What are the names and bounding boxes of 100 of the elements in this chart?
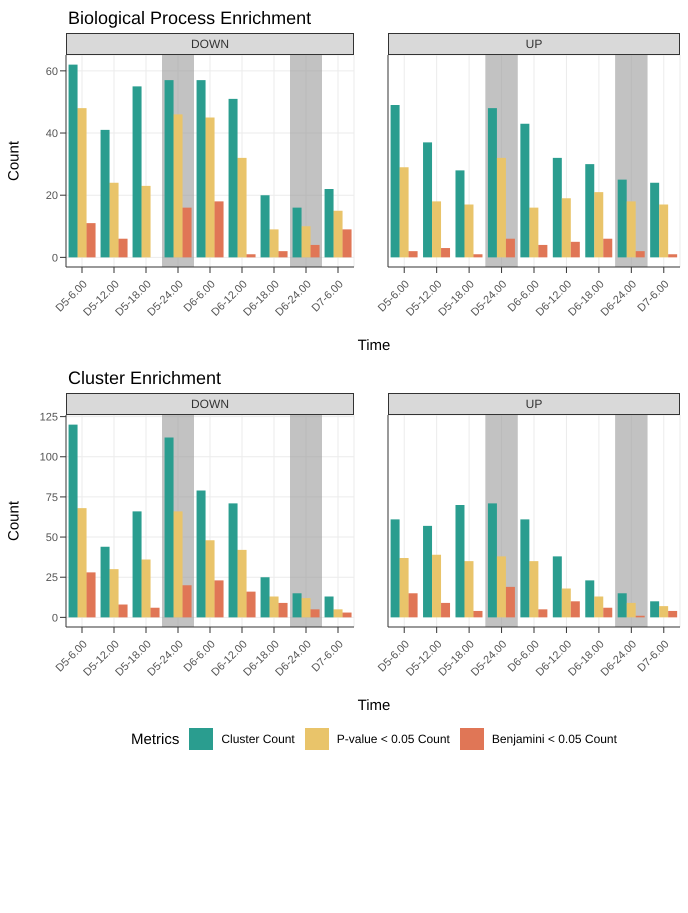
bar xyxy=(132,86,142,258)
bar xyxy=(214,580,224,618)
bar xyxy=(626,602,636,618)
legend-label: Cluster Count xyxy=(221,732,295,746)
bar xyxy=(164,80,174,258)
bar xyxy=(100,130,110,258)
bar xyxy=(324,596,334,618)
y-axis-title: Count xyxy=(5,500,22,542)
bar xyxy=(390,519,400,618)
y-tick-label: 20 xyxy=(46,190,58,202)
bar xyxy=(520,124,530,258)
y-tick-label: 125 xyxy=(40,412,58,424)
bar xyxy=(196,80,206,258)
bar xyxy=(538,609,548,618)
bar xyxy=(142,560,151,618)
bar xyxy=(668,610,678,618)
bar xyxy=(594,192,604,258)
bar xyxy=(246,254,256,258)
bar xyxy=(529,561,538,618)
bar xyxy=(260,195,270,258)
bar xyxy=(506,586,515,618)
bar xyxy=(214,201,224,258)
bar xyxy=(206,540,215,618)
y-tick-label: 75 xyxy=(46,492,58,504)
bar xyxy=(488,108,497,258)
bar xyxy=(270,596,279,618)
bar xyxy=(455,170,464,258)
y-tick-label: 50 xyxy=(46,532,58,544)
bar xyxy=(118,604,128,618)
bar xyxy=(400,558,409,618)
bar xyxy=(150,608,160,618)
chart-title: Biological Process Enrichment xyxy=(68,8,312,29)
bar xyxy=(423,526,432,618)
bar xyxy=(650,182,660,258)
bar xyxy=(164,437,174,618)
bar xyxy=(441,602,450,618)
bar xyxy=(520,519,530,618)
bar xyxy=(603,238,612,258)
bar xyxy=(174,114,183,258)
x-axis-title: Time xyxy=(356,337,392,354)
bar xyxy=(636,251,645,258)
bar xyxy=(506,238,515,258)
bar xyxy=(659,204,668,258)
y-tick-label: 60 xyxy=(46,66,58,78)
bar xyxy=(292,208,302,258)
bar xyxy=(496,556,506,618)
bar xyxy=(603,608,612,618)
bar xyxy=(464,204,474,258)
bar xyxy=(585,164,594,258)
bar xyxy=(400,167,409,258)
bar xyxy=(118,238,128,258)
bar xyxy=(302,226,311,258)
bar xyxy=(260,577,270,618)
bar xyxy=(668,254,678,258)
bar xyxy=(488,503,497,618)
bar xyxy=(174,511,183,618)
bar xyxy=(86,223,96,258)
bar xyxy=(182,208,192,258)
bar xyxy=(594,596,604,618)
y-tick-label: 40 xyxy=(46,128,58,140)
chart-title: Cluster Enrichment xyxy=(68,368,222,389)
bar xyxy=(278,251,288,258)
bar xyxy=(423,142,432,258)
bar xyxy=(334,609,343,618)
bar xyxy=(132,511,142,618)
y-tick-label: 25 xyxy=(46,572,58,584)
bar xyxy=(246,592,256,618)
chart-subtitle: DOWN xyxy=(66,393,354,415)
bar xyxy=(650,601,660,618)
bar xyxy=(464,561,474,618)
bar xyxy=(390,105,400,258)
y-tick-label: 0 xyxy=(52,612,58,624)
chart-subtitle: DOWN xyxy=(66,33,354,55)
bar xyxy=(529,208,538,258)
bar xyxy=(552,158,562,258)
legend-label: P-value < 0.05 Count xyxy=(336,732,450,746)
x-axis-title: Time xyxy=(356,697,392,714)
y-axis-title: Count xyxy=(5,140,22,182)
bar xyxy=(302,598,311,618)
bar xyxy=(278,602,288,618)
bar xyxy=(432,554,442,618)
bar xyxy=(78,508,87,618)
bar xyxy=(238,550,247,618)
legend-title: Metrics xyxy=(131,730,180,748)
bar xyxy=(618,593,627,618)
bar xyxy=(585,580,594,618)
legend-label: Benjamini < 0.05 Count xyxy=(492,732,617,746)
bar xyxy=(228,503,238,618)
bar xyxy=(408,593,418,618)
bar xyxy=(408,251,418,258)
bar xyxy=(473,610,482,618)
bar xyxy=(100,546,110,618)
bar xyxy=(228,98,238,258)
bar xyxy=(142,186,151,258)
bar xyxy=(626,201,636,258)
chart-subtitle: UP xyxy=(388,33,680,55)
bar xyxy=(68,424,78,618)
y-tick-label: 0 xyxy=(52,252,58,264)
bar xyxy=(110,569,119,618)
bar xyxy=(562,588,571,618)
